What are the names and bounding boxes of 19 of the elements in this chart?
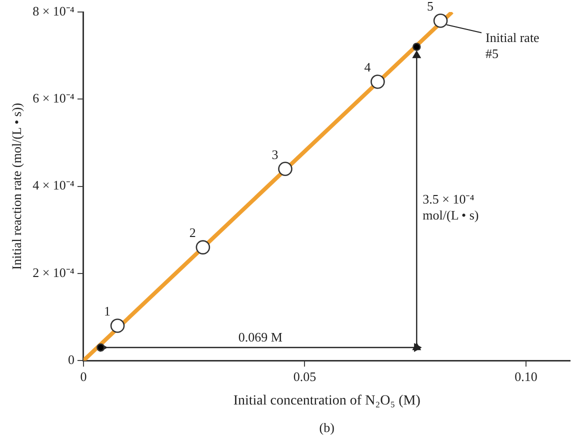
y-tick-label: 0 (68, 352, 74, 368)
y-tick-label: 4 × 10⁻⁴ (32, 178, 75, 193)
annotation: 4 (364, 60, 372, 75)
annotation: Initial rate #5 (486, 30, 540, 62)
y-axis-title: Initial reaction rate (mol/(L • s)) (9, 102, 24, 270)
x-tick-label: 0.10 (514, 368, 538, 384)
x-tick-label: 0.05 (293, 368, 316, 384)
annotation: 3.5 × 10⁻⁴ mol/(L • s) (422, 192, 479, 223)
y-tick-label: 6 × 10⁻⁴ (32, 90, 75, 106)
y-tick-label: 8 × 10⁻⁴ (32, 3, 75, 18)
annotation: 3 (272, 146, 278, 162)
annotation: 5 (427, 0, 434, 14)
annotation: 1 (104, 304, 111, 319)
x-axis-title: Initial concentration of N₂O₅ (M) (233, 393, 421, 408)
text: (b) (319, 420, 334, 435)
y-tick-label: 2 × 10⁻⁴ (32, 264, 75, 280)
annotation: 2 (189, 225, 196, 240)
annotation: 0.069 M (238, 329, 283, 344)
x-tick-label: 0 (80, 368, 87, 384)
